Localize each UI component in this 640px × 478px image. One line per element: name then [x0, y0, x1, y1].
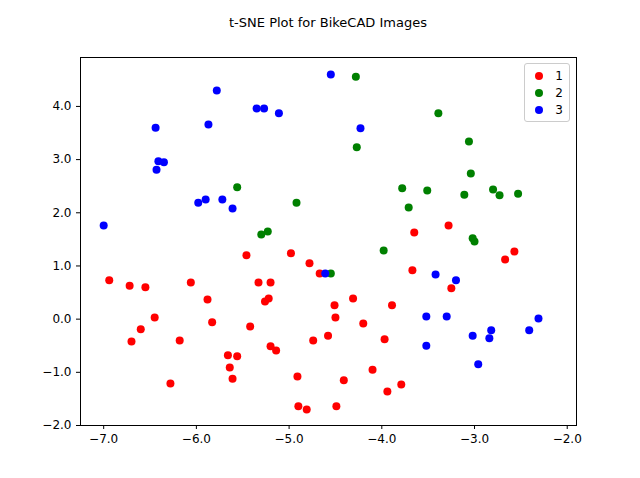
svg-text:2.0: 2.0 [52, 206, 71, 220]
html-text:t-SNE Plot for BikeCAD Images: t-SNE Plot for BikeCAD Images [229, 15, 427, 30]
svg-text:−2.0: −2.0 [42, 418, 71, 432]
svg-text:1.0: 1.0 [52, 259, 71, 273]
html-text:2: 2 [555, 85, 563, 100]
html-text:1: 1 [555, 68, 563, 83]
svg-text:−6.0: −6.0 [182, 432, 211, 446]
svg-text:3.0: 3.0 [52, 152, 71, 166]
svg-text:0.0: 0.0 [52, 312, 71, 326]
svg-text:−5.0: −5.0 [275, 432, 304, 446]
svg-text:−2.0: −2.0 [553, 432, 582, 446]
svg-text:−4.0: −4.0 [367, 432, 396, 446]
svg-text:−7.0: −7.0 [89, 432, 118, 446]
svg-text:−3.0: −3.0 [460, 432, 489, 446]
svg-text:−1.0: −1.0 [42, 365, 71, 379]
svg-text:4.0: 4.0 [52, 99, 71, 113]
html-text:3: 3 [555, 102, 563, 117]
